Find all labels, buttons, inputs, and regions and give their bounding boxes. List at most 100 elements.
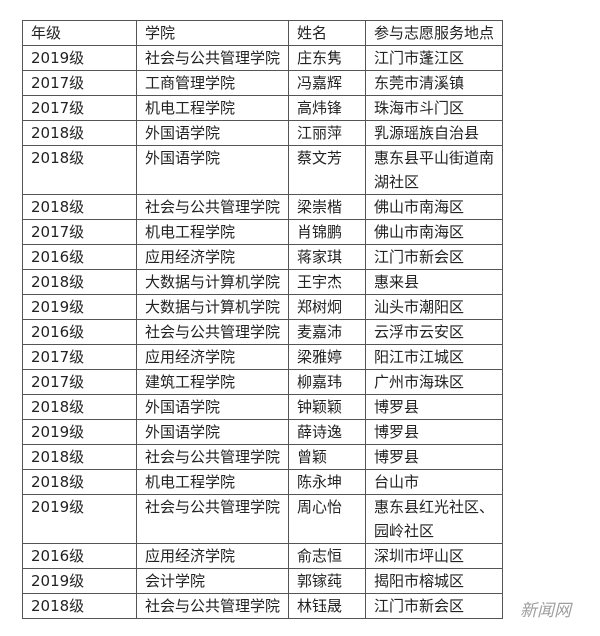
cell-location: 博罗县: [365, 444, 503, 470]
cell-grade: 2019级: [22, 294, 137, 320]
cell-location: 阳江市江城区: [365, 344, 503, 370]
cell-college: 社会与公共管理学院: [136, 494, 289, 544]
cell-grade: 2018级: [22, 593, 137, 619]
cell-location: 江门市新会区: [365, 244, 503, 270]
header-location: 参与志愿服务地点: [365, 20, 503, 46]
table-row: 2017级 工商管理学院 冯嘉辉 东莞市清溪镇: [22, 70, 503, 96]
cell-college: 外国语学院: [136, 145, 289, 195]
cell-name: 冯嘉辉: [288, 70, 366, 96]
cell-college: 应用经济学院: [136, 543, 289, 569]
cell-college: 社会与公共管理学院: [136, 194, 289, 220]
cell-college: 机电工程学院: [136, 219, 289, 245]
cell-grade: 2018级: [22, 469, 137, 495]
cell-college: 机电工程学院: [136, 469, 289, 495]
cell-grade: 2018级: [22, 444, 137, 470]
cell-name: 高炜锋: [288, 95, 366, 121]
cell-grade: 2017级: [22, 344, 137, 370]
cell-name: 周心怡: [288, 494, 366, 544]
cell-name: 梁崇楷: [288, 194, 366, 220]
cell-location: 揭阳市榕城区: [365, 568, 503, 594]
cell-grade: 2019级: [22, 568, 137, 594]
cell-location: 东莞市清溪镇: [365, 70, 503, 96]
cell-college: 外国语学院: [136, 419, 289, 445]
table-row: 2016级 应用经济学院 蒋家琪 江门市新会区: [22, 244, 503, 270]
cell-name: 柳嘉玮: [288, 369, 366, 395]
cell-location: 惠东县红光社区、园岭社区: [365, 494, 503, 544]
cell-grade: 2019级: [22, 494, 137, 544]
cell-name: 江丽萍: [288, 120, 366, 146]
cell-grade: 2017级: [22, 70, 137, 96]
cell-college: 会计学院: [136, 568, 289, 594]
cell-college: 外国语学院: [136, 120, 289, 146]
table-row: 2019级 会计学院 郭镓莼 揭阳市榕城区: [22, 568, 503, 594]
cell-name: 麦嘉沛: [288, 319, 366, 345]
cell-name: 郑树炯: [288, 294, 366, 320]
cell-grade: 2018级: [22, 394, 137, 420]
cell-name: 钟颖颖: [288, 394, 366, 420]
cell-college: 社会与公共管理学院: [136, 319, 289, 345]
table-row: 2018级 社会与公共管理学院 曾颖 博罗县: [22, 444, 503, 470]
cell-location: 惠来县: [365, 269, 503, 295]
cell-location: 佛山市南海区: [365, 219, 503, 245]
cell-name: 蔡文芳: [288, 145, 366, 195]
volunteer-table: 年级 学院 姓名 参与志愿服务地点 2019级 社会与公共管理学院 庄东隽 江门市蓬江…: [22, 20, 503, 619]
cell-college: 大数据与计算机学院: [136, 294, 289, 320]
cell-college: 外国语学院: [136, 394, 289, 420]
cell-college: 应用经济学院: [136, 344, 289, 370]
table-row: 2017级 机电工程学院 肖锦鹏 佛山市南海区: [22, 219, 503, 245]
cell-grade: 2019级: [22, 45, 137, 71]
table-row: 2017级 建筑工程学院 柳嘉玮 广州市海珠区: [22, 369, 503, 395]
cell-grade: 2016级: [22, 543, 137, 569]
cell-location: 乳源瑶族自治县: [365, 120, 503, 146]
table-row: 2018级 社会与公共管理学院 梁崇楷 佛山市南海区: [22, 194, 503, 220]
cell-name: 曾颖: [288, 444, 366, 470]
cell-name: 郭镓莼: [288, 568, 366, 594]
table-row: 2019级 社会与公共管理学院 周心怡 惠东县红光社区、园岭社区: [22, 494, 503, 544]
cell-college: 社会与公共管理学院: [136, 45, 289, 71]
table-row: 2018级 社会与公共管理学院 林钰晟 江门市新会区: [22, 593, 503, 619]
cell-name: 薛诗逸: [288, 419, 366, 445]
cell-grade: 2017级: [22, 95, 137, 121]
header-grade: 年级: [22, 20, 137, 46]
table-row: 2016级 社会与公共管理学院 麦嘉沛 云浮市云安区: [22, 319, 503, 345]
header-college: 学院: [136, 20, 289, 46]
table-row: 2019级 社会与公共管理学院 庄东隽 江门市蓬江区: [22, 45, 503, 71]
cell-location: 深圳市坪山区: [365, 543, 503, 569]
cell-college: 社会与公共管理学院: [136, 444, 289, 470]
cell-grade: 2018级: [22, 145, 137, 195]
cell-grade: 2016级: [22, 319, 137, 345]
cell-grade: 2018级: [22, 269, 137, 295]
cell-location: 云浮市云安区: [365, 319, 503, 345]
cell-location: 博罗县: [365, 394, 503, 420]
table-row: 2016级 应用经济学院 俞志恒 深圳市坪山区: [22, 543, 503, 569]
cell-name: 梁雅婷: [288, 344, 366, 370]
table-row: 2017级 机电工程学院 高炜锋 珠海市斗门区: [22, 95, 503, 121]
table-row: 2018级 外国语学院 蔡文芳 惠东县平山街道南湖社区: [22, 145, 503, 195]
cell-grade: 2017级: [22, 219, 137, 245]
table-row: 2018级 大数据与计算机学院 王宇杰 惠来县: [22, 269, 503, 295]
table-row: 2018级 机电工程学院 陈永坤 台山市: [22, 469, 503, 495]
cell-college: 大数据与计算机学院: [136, 269, 289, 295]
cell-location: 台山市: [365, 469, 503, 495]
cell-name: 陈永坤: [288, 469, 366, 495]
table-row: 2018级 外国语学院 钟颖颖 博罗县: [22, 394, 503, 420]
table-row: 2018级 外国语学院 江丽萍 乳源瑶族自治县: [22, 120, 503, 146]
cell-grade: 2019级: [22, 419, 137, 445]
cell-name: 庄东隽: [288, 45, 366, 71]
cell-location: 珠海市斗门区: [365, 95, 503, 121]
watermark: 新闻网: [520, 601, 571, 621]
header-name: 姓名: [288, 20, 366, 46]
table-row: 2019级 大数据与计算机学院 郑树炯 汕头市潮阳区: [22, 294, 503, 320]
cell-location: 江门市新会区: [365, 593, 503, 619]
cell-grade: 2018级: [22, 120, 137, 146]
cell-location: 佛山市南海区: [365, 194, 503, 220]
cell-location: 汕头市潮阳区: [365, 294, 503, 320]
cell-grade: 2018级: [22, 194, 137, 220]
cell-location: 博罗县: [365, 419, 503, 445]
cell-location: 广州市海珠区: [365, 369, 503, 395]
cell-college: 应用经济学院: [136, 244, 289, 270]
table-header-row: 年级 学院 姓名 参与志愿服务地点: [22, 20, 503, 46]
cell-name: 肖锦鹏: [288, 219, 366, 245]
table-row: 2019级 外国语学院 薛诗逸 博罗县: [22, 419, 503, 445]
cell-college: 机电工程学院: [136, 95, 289, 121]
